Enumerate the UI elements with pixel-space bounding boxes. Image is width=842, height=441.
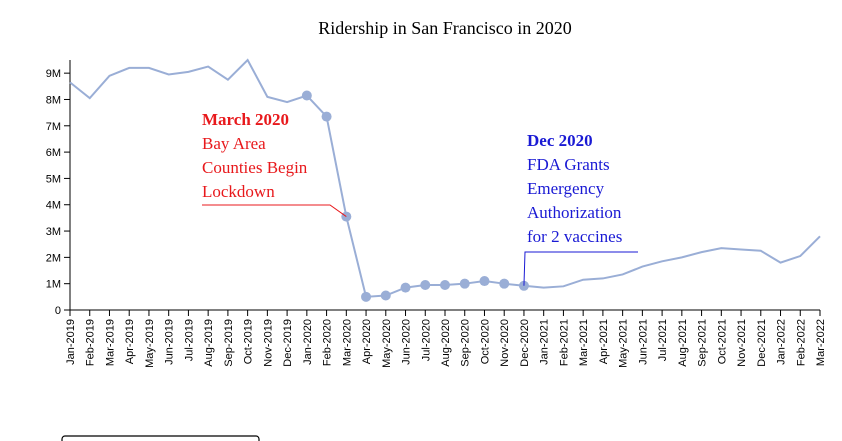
annotation-text: FDA Grants — [527, 155, 610, 174]
x-tick-label: Sep-2020 — [460, 319, 472, 367]
x-tick-label: Jan-2019 — [65, 319, 77, 365]
x-tick-label: Jun-2020 — [401, 319, 413, 365]
x-tick-label: Dec-2021 — [756, 319, 768, 367]
y-tick-label: 9M — [46, 68, 61, 80]
x-tick-label: Mar-2021 — [578, 319, 590, 366]
chart-title: Ridership in San Francisco in 2020 — [318, 18, 571, 38]
series-line — [69, 58, 821, 298]
x-tick-label: Sep-2021 — [697, 319, 709, 367]
x-tick-label: Feb-2022 — [795, 319, 807, 366]
x-tick-label: Jul-2020 — [420, 319, 432, 361]
x-tick-label: Aug-2020 — [440, 319, 452, 367]
x-tick-label: Mar-2022 — [815, 319, 827, 366]
annotation-text: Bay Area — [202, 134, 266, 153]
x-tick-label: Apr-2019 — [124, 319, 136, 364]
x-tick-label: Oct-2021 — [716, 319, 728, 364]
x-tick-label: Mar-2020 — [341, 319, 353, 366]
input-box[interactable] — [61, 435, 260, 441]
y-tick-label: 3M — [46, 226, 61, 238]
x-tick-label: May-2020 — [381, 319, 393, 368]
x-tick-label: Dec-2019 — [282, 319, 294, 367]
annotation-connector — [202, 204, 347, 217]
x-tick-label: Jun-2021 — [637, 319, 649, 365]
x-tick-label: Jul-2019 — [183, 319, 195, 361]
x-tick-label: Feb-2019 — [85, 319, 97, 366]
x-tick-label: Apr-2020 — [361, 319, 373, 364]
x-tick-label: Jun-2019 — [164, 319, 176, 365]
x-tick-label: May-2019 — [144, 319, 156, 368]
x-tick-label: Aug-2019 — [203, 319, 215, 367]
annotation-title: March 2020 — [202, 110, 289, 129]
x-tick-label: Aug-2021 — [677, 319, 689, 367]
x-tick-label: Oct-2019 — [243, 319, 255, 364]
annotation-text: Counties Begin — [202, 158, 308, 177]
x-tick-label: Feb-2021 — [558, 319, 570, 366]
x-tick-label: Nov-2019 — [262, 319, 274, 367]
data-point — [400, 282, 411, 293]
annotation-title: Dec 2020 — [527, 131, 593, 150]
x-tick-label: Mar-2019 — [104, 319, 116, 366]
x-tick-label: Oct-2020 — [479, 319, 491, 364]
x-tick-label: Feb-2020 — [322, 319, 334, 366]
data-point — [459, 278, 470, 289]
x-tick-label: Jul-2021 — [657, 319, 669, 361]
annotation-text: Emergency — [527, 179, 605, 198]
data-point — [380, 290, 391, 301]
data-point — [301, 90, 312, 101]
annotation-text: for 2 vaccines — [527, 227, 622, 246]
annotation-text: Authorization — [527, 203, 622, 222]
data-point — [479, 276, 490, 287]
y-tick-label: 6M — [46, 147, 61, 159]
data-point — [440, 280, 450, 290]
annotation-connector — [523, 251, 638, 286]
y-tick-label: 2M — [46, 252, 61, 264]
x-tick-label: Jan-2020 — [302, 319, 314, 365]
x-tick-label: Apr-2021 — [598, 319, 610, 364]
data-point — [420, 280, 431, 290]
x-tick-label: Nov-2020 — [499, 319, 511, 367]
annotation-text: Lockdown — [202, 182, 275, 201]
x-tick-label: Jan-2021 — [539, 319, 551, 365]
data-point — [499, 278, 510, 289]
y-tick-label: 7M — [46, 121, 61, 133]
y-tick-label: 1M — [46, 279, 61, 291]
y-tick-label: 5M — [46, 173, 61, 185]
y-tick-label: 0 — [55, 305, 61, 317]
x-tick-label: May-2021 — [618, 319, 630, 368]
y-tick-label: 4M — [46, 200, 61, 212]
y-tick-label: 8M — [46, 94, 61, 106]
x-tick-label: Nov-2021 — [736, 319, 748, 367]
x-tick-label: Sep-2019 — [223, 319, 235, 367]
x-tick-label: Jan-2022 — [776, 319, 788, 365]
x-tick-label: Dec-2020 — [519, 319, 531, 367]
data-point — [361, 291, 372, 302]
data-point — [321, 111, 332, 122]
